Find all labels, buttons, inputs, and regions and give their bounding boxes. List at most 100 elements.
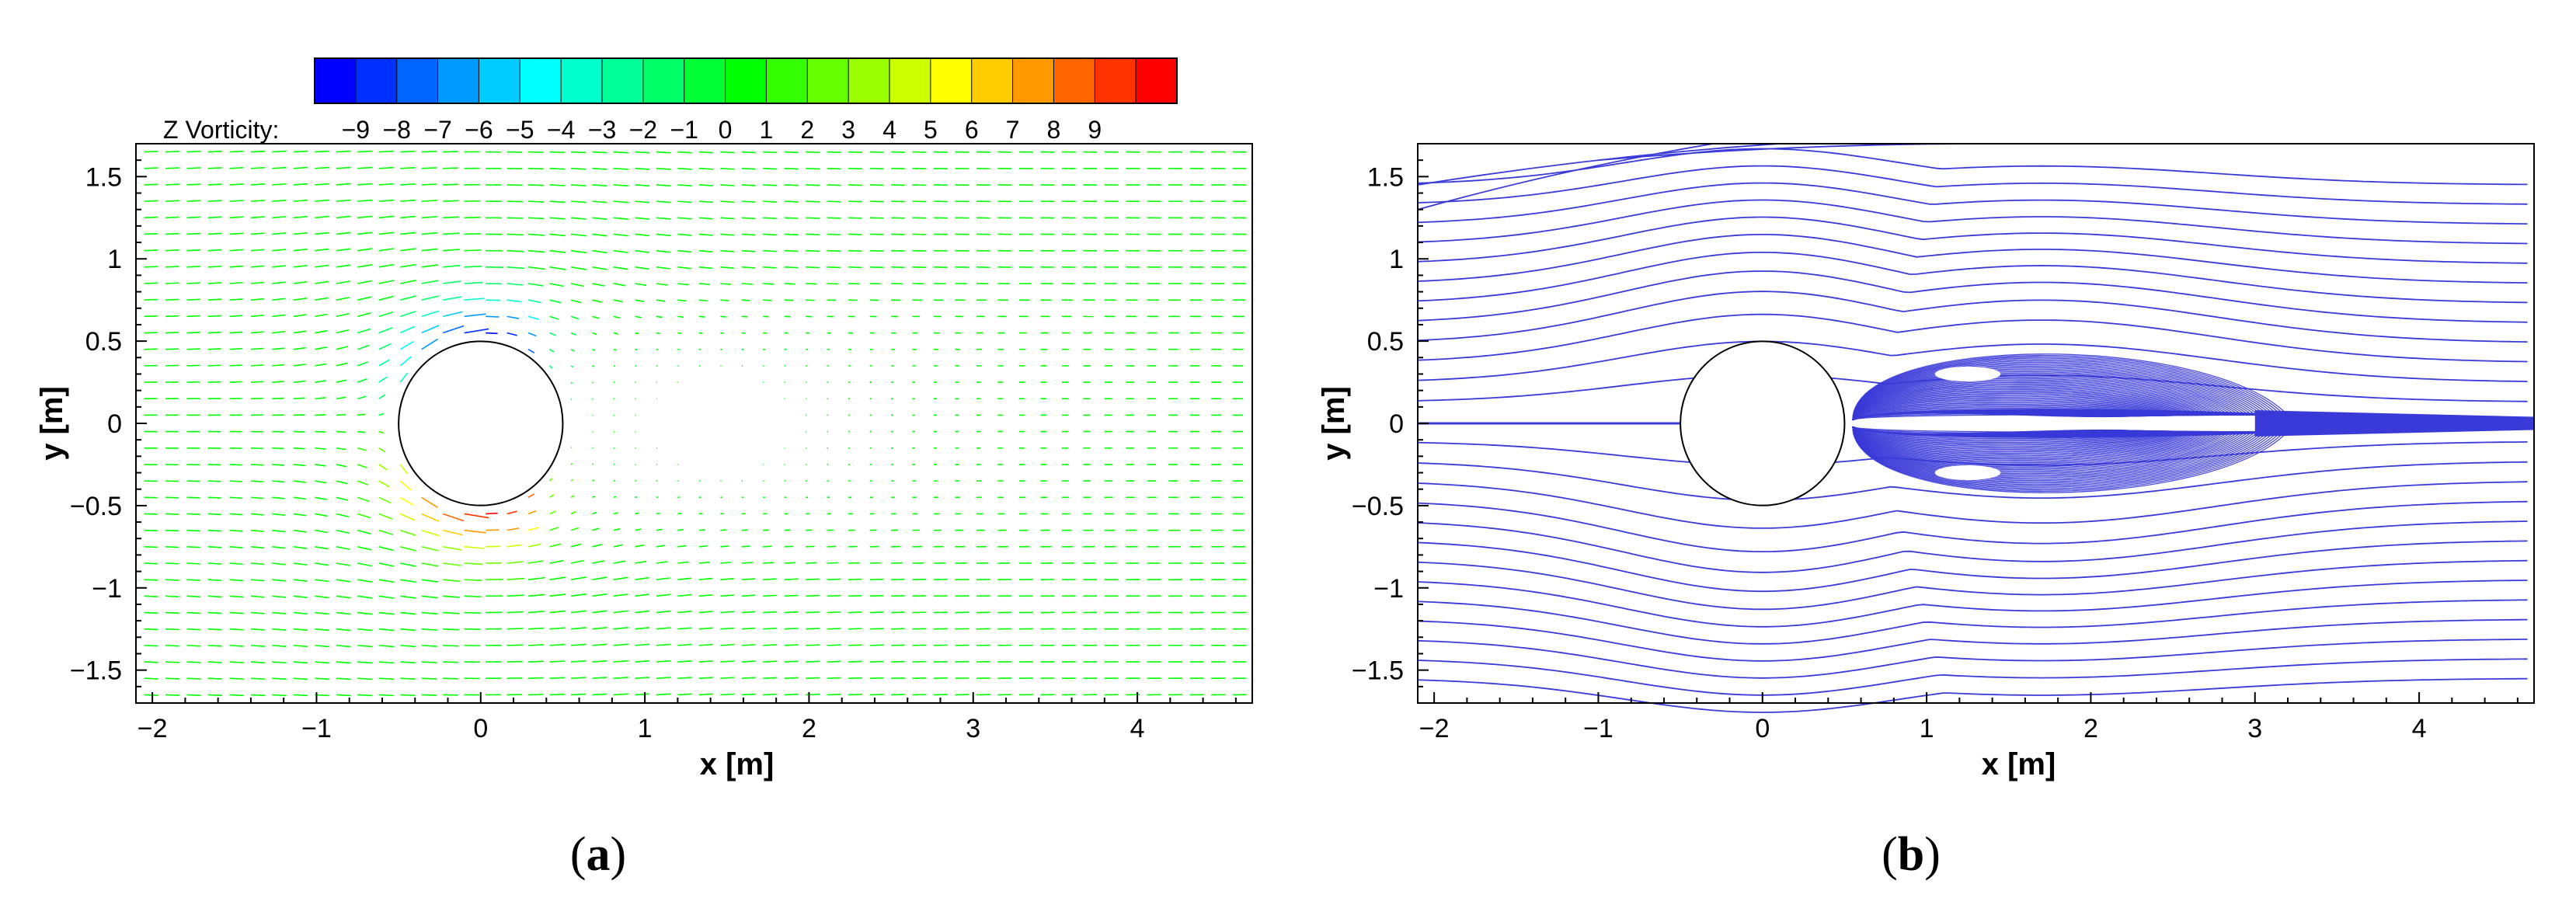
velocity-vector [763,611,777,614]
velocity-vector [165,628,179,631]
velocity-vector [527,527,539,531]
x-tick-label: −1 [301,714,332,743]
velocity-vector [144,151,158,153]
colorbar-swatch [725,58,767,103]
x-tick-label: 4 [1130,714,1145,743]
velocity-vector [784,562,795,564]
velocity-vector [570,495,575,498]
velocity-vector [250,166,266,169]
velocity-vector [698,577,713,580]
velocity-vector [357,513,371,519]
x-tick-label: 1 [1920,714,1934,743]
velocity-vector [336,496,349,501]
velocity-vector [250,595,265,598]
velocity-vector [506,233,524,236]
velocity-vector [250,249,265,252]
velocity-vector [357,166,373,169]
velocity-vector [763,644,778,646]
velocity-vector [421,167,437,169]
velocity-vector [635,545,644,548]
velocity-vector [592,266,607,270]
velocity-vector [229,183,244,186]
velocity-vector [144,200,158,202]
velocity-vector [698,233,713,236]
velocity-vector [165,167,179,169]
velocity-vector [806,611,820,614]
velocity-vector [570,249,587,254]
velocity-vector [186,562,200,565]
velocity-vector [592,677,607,680]
velocity-vector [656,184,671,187]
x-tick-label: 2 [802,714,816,743]
velocity-vector [784,184,799,186]
colorbar-swatch [930,58,973,103]
velocity-vector [698,200,713,204]
velocity-vector [506,561,523,564]
velocity-vector [549,527,559,531]
velocity-vector [806,184,820,186]
streamline [1417,599,2528,645]
velocity-vector [336,677,351,680]
velocity-vector [165,562,179,565]
velocity-vector [464,313,486,318]
recirculation-streamline [1852,426,2142,434]
velocity-vector [720,545,729,548]
velocity-vector [486,512,498,515]
velocity-vector [315,215,329,219]
velocity-vector [421,151,437,153]
colorbar-tick-label: −2 [629,116,657,144]
streamline [1417,148,2528,186]
velocity-vector [784,693,799,696]
velocity-vector [528,184,544,186]
y-tick-label: 0.5 [1367,327,1404,357]
velocity-vector [400,215,416,219]
velocity-vector [186,677,201,680]
velocity-vector [656,266,670,270]
x-tick-label: 0 [473,714,488,743]
velocity-vector [570,643,587,646]
velocity-vector [741,184,756,186]
colorbar-tick-label: 4 [882,116,896,144]
velocity-vector [144,562,158,565]
velocity-vector [464,562,483,566]
velocity-vector [464,546,485,549]
velocity-vector [741,233,756,236]
colorbar-swatch [807,58,849,103]
velocity-vector [378,529,394,535]
velocity-vector [336,579,351,583]
x-axis-title: x [m] [1982,747,2056,781]
velocity-vector [421,496,439,509]
x-tick-label: −2 [1419,714,1450,743]
velocity-vector [592,151,607,154]
velocity-vector [336,231,351,235]
velocity-vector [272,447,284,450]
velocity-vector [400,661,416,664]
velocity-vector [720,627,735,630]
velocity-vector [486,529,500,531]
velocity-vector [421,661,437,663]
velocity-vector [592,496,596,499]
velocity-vector [207,232,222,235]
velocity-vector [506,510,517,515]
velocity-vector [207,611,222,614]
velocity-vector [827,677,841,680]
velocity-vector [378,312,394,318]
velocity-vector [592,184,607,187]
velocity-vector [784,677,799,680]
velocity-vector [827,151,841,153]
velocity-vector [869,677,884,680]
velocity-vector [207,480,221,482]
velocity-vector [336,396,346,400]
velocity-vector [570,593,587,597]
velocity-vector [613,299,623,303]
velocity-vector [827,266,841,269]
velocity-vector [378,199,395,202]
velocity-vector [207,628,222,631]
colorbar-swatch [1012,58,1054,103]
streamline-set [1417,143,2534,713]
velocity-vector [229,315,243,318]
vortex-core [1934,366,2001,381]
velocity-vector [464,249,482,252]
velocity-vector [806,677,820,680]
velocity-vector [549,643,566,646]
